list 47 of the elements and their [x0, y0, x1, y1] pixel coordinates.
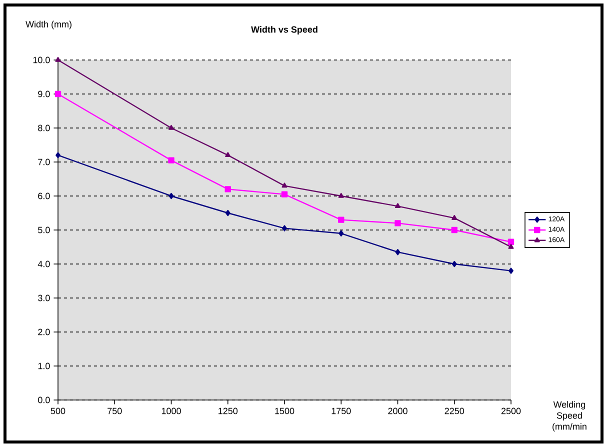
chart-title: Width vs Speed — [251, 26, 318, 34]
x-tick-label: 1750 — [332, 408, 351, 414]
y-tick-label: 8.0 — [38, 124, 50, 132]
y-tick-label: 4.0 — [38, 260, 50, 268]
y-tick-label: 9.0 — [38, 90, 50, 98]
y-tick-label: 0.0 — [38, 396, 50, 404]
x-tick-label: 1500 — [275, 408, 294, 414]
point — [452, 215, 458, 220]
x-axis-title: Welding Speed (mm/min — [552, 401, 586, 432]
y-tick-label: 6.0 — [38, 192, 50, 200]
point — [452, 260, 457, 268]
point — [394, 203, 401, 208]
y-tick-label: 10.0 — [33, 56, 50, 64]
point — [56, 152, 60, 158]
x-tick-label: 750 — [108, 408, 122, 414]
y-tick-label: 2.0 — [38, 328, 50, 336]
point — [451, 226, 458, 234]
point — [225, 210, 230, 216]
y-tick-label: 1.0 — [38, 362, 50, 370]
point — [55, 56, 61, 62]
y-tick-label: 3.0 — [38, 294, 50, 302]
x-tick-label: 1000 — [162, 408, 181, 414]
point — [338, 230, 344, 236]
point — [225, 152, 231, 158]
x-tick-label: 2250 — [444, 408, 464, 414]
point — [168, 192, 174, 200]
point — [395, 248, 400, 256]
point — [281, 191, 288, 198]
x-tick-label: 2500 — [501, 408, 521, 414]
point — [394, 220, 401, 226]
y-tick-label: 5.0 — [38, 226, 50, 234]
point — [282, 225, 287, 232]
x-tick-label: 1250 — [218, 408, 238, 414]
point — [508, 238, 514, 245]
point — [224, 186, 231, 192]
point — [168, 124, 174, 130]
y-tick-label: 7.0 — [38, 158, 50, 166]
y-axis-title: Width (mm) — [26, 20, 72, 30]
x-tick-label: 2000 — [388, 408, 408, 414]
point — [282, 182, 288, 188]
point — [338, 192, 344, 198]
point — [508, 268, 514, 274]
point — [508, 244, 514, 249]
point — [168, 157, 174, 164]
point — [54, 90, 62, 98]
point — [338, 216, 344, 223]
x-tick-label: 500 — [50, 408, 66, 414]
